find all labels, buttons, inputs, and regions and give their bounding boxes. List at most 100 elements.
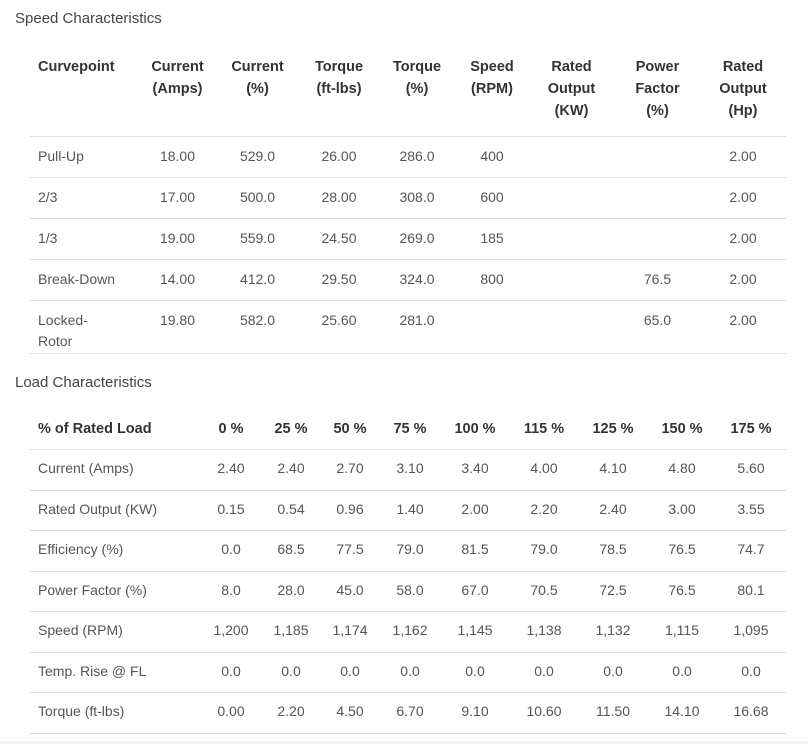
value-cell: 1,174	[320, 611, 380, 652]
value-cell: 582.0	[215, 300, 300, 354]
column-header: % of Rated Load	[38, 421, 152, 437]
column-header: Torque (%)	[378, 45, 456, 137]
column-header-line: Current	[231, 59, 284, 75]
value-cell: 559.0	[215, 218, 300, 260]
value-cell: 17.00	[140, 177, 215, 219]
value-cell: 324.0	[378, 259, 456, 301]
value-cell: 2.40	[262, 449, 320, 490]
load-characteristics-table: % of Rated Load 0 % 25 % 50 % 75 % 100 % 115 %…	[30, 410, 786, 734]
column-header-line: Power	[635, 59, 680, 75]
speed-characteristics-title: Speed Characteristics	[15, 10, 162, 27]
row-label-cell: Current (Amps)	[30, 449, 200, 490]
column-header-line: Curvepoint	[38, 59, 115, 75]
value-cell: 81.5	[440, 530, 510, 571]
value-cell: 3.00	[648, 489, 716, 531]
column-header: 175 %	[730, 421, 772, 437]
value-cell: 2.00	[700, 136, 786, 178]
value-cell	[528, 259, 615, 301]
value-cell: 45.0	[320, 570, 380, 612]
column-header: Curvepoint	[30, 45, 140, 137]
value-cell: 0.0	[716, 651, 786, 693]
curvepoint-cell: Break-Down	[30, 259, 140, 301]
column-header-line: Output	[719, 81, 767, 97]
value-cell: 14.10	[648, 692, 716, 734]
value-cell: 281.0	[378, 300, 456, 354]
value-cell: 1,132	[578, 611, 648, 652]
value-cell: 1,200	[200, 611, 262, 652]
column-header: Current (%)	[215, 45, 300, 137]
curvepoint-cell: Pull-Up	[30, 136, 140, 178]
column-header: 100 %	[454, 421, 496, 437]
value-cell: 500.0	[215, 177, 300, 219]
value-cell: 11.50	[578, 692, 648, 734]
value-cell	[456, 300, 528, 354]
value-cell: 78.5	[578, 530, 648, 571]
table-row: Speed (RPM) 1,200 1,185 1,174 1,162 1,145 1,13…	[30, 611, 786, 652]
value-cell: 10.60	[510, 692, 578, 734]
value-cell: 76.5	[615, 259, 700, 301]
value-cell: 79.0	[380, 530, 440, 571]
value-cell: 1,115	[648, 611, 716, 652]
divider	[0, 741, 808, 744]
value-cell: 6.70	[380, 692, 440, 734]
value-cell: 600	[456, 177, 528, 219]
table-row: 1/3 19.00 559.0 24.50 269.0 185 2.00	[30, 218, 786, 260]
column-header: 0 %	[218, 421, 244, 437]
value-cell: 0.0	[262, 651, 320, 693]
column-header-line: (KW)	[554, 103, 589, 119]
column-header-line: Speed	[470, 59, 514, 75]
column-header: Current (Amps)	[140, 45, 215, 137]
value-cell	[615, 218, 700, 260]
value-cell: 79.0	[510, 530, 578, 571]
value-cell: 800	[456, 259, 528, 301]
column-header-line: (Hp)	[728, 103, 758, 119]
table-row: 2/3 17.00 500.0 28.00 308.0 600 2.00	[30, 177, 786, 219]
value-cell: 2.40	[578, 489, 648, 531]
value-cell: 4.50	[320, 692, 380, 734]
row-label-cell: Temp. Rise @ FL	[30, 651, 200, 693]
column-header: Rated Output (Hp)	[700, 45, 786, 137]
row-label-cell: Torque (ft-lbs)	[30, 692, 200, 734]
value-cell: 2.70	[320, 449, 380, 490]
value-cell: 1,145	[440, 611, 510, 652]
value-cell: 9.10	[440, 692, 510, 734]
value-cell: 65.0	[615, 300, 700, 354]
value-cell: 1,162	[380, 611, 440, 652]
value-cell: 0.0	[380, 651, 440, 693]
value-cell: 2.20	[262, 692, 320, 734]
value-cell: 76.5	[648, 530, 716, 571]
value-cell: 1,185	[262, 611, 320, 652]
value-cell: 4.80	[648, 449, 716, 490]
column-header-line: (%)	[646, 103, 669, 119]
value-cell: 185	[456, 218, 528, 260]
table-row: Torque (ft-lbs) 0.00 2.20 4.50 6.70 9.10 10.60…	[30, 692, 786, 734]
column-header: 125 %	[592, 421, 634, 437]
row-label-cell: Rated Output (KW)	[30, 489, 200, 531]
column-header-line: (ft-lbs)	[316, 81, 362, 97]
curvepoint-cell: 2/3	[30, 177, 140, 219]
column-header-line: Current	[151, 59, 204, 75]
value-cell: 286.0	[378, 136, 456, 178]
value-cell: 26.00	[300, 136, 378, 178]
value-cell: 269.0	[378, 218, 456, 260]
value-cell: 0.96	[320, 489, 380, 531]
value-cell: 0.0	[200, 651, 262, 693]
column-header-line: (Amps)	[152, 81, 203, 97]
value-cell: 0.0	[200, 530, 262, 571]
value-cell: 308.0	[378, 177, 456, 219]
table-row: Current (Amps) 2.40 2.40 2.70 3.10 3.40 4.00 4.…	[30, 449, 786, 490]
column-header-line: Torque	[392, 59, 442, 75]
value-cell: 0.0	[648, 651, 716, 693]
value-cell: 29.50	[300, 259, 378, 301]
value-cell: 68.5	[262, 530, 320, 571]
column-header-line: Torque	[314, 59, 364, 75]
value-cell: 72.5	[578, 570, 648, 612]
value-cell: 19.00	[140, 218, 215, 260]
value-cell: 58.0	[380, 570, 440, 612]
value-cell: 25.60	[300, 300, 378, 354]
value-cell: 3.10	[380, 449, 440, 490]
load-characteristics-title: Load Characteristics	[15, 374, 152, 391]
table-header-row: % of Rated Load 0 % 25 % 50 % 75 % 100 % 115 %…	[30, 410, 786, 450]
value-cell: 5.60	[716, 449, 786, 490]
value-cell: 19.80	[140, 300, 215, 354]
